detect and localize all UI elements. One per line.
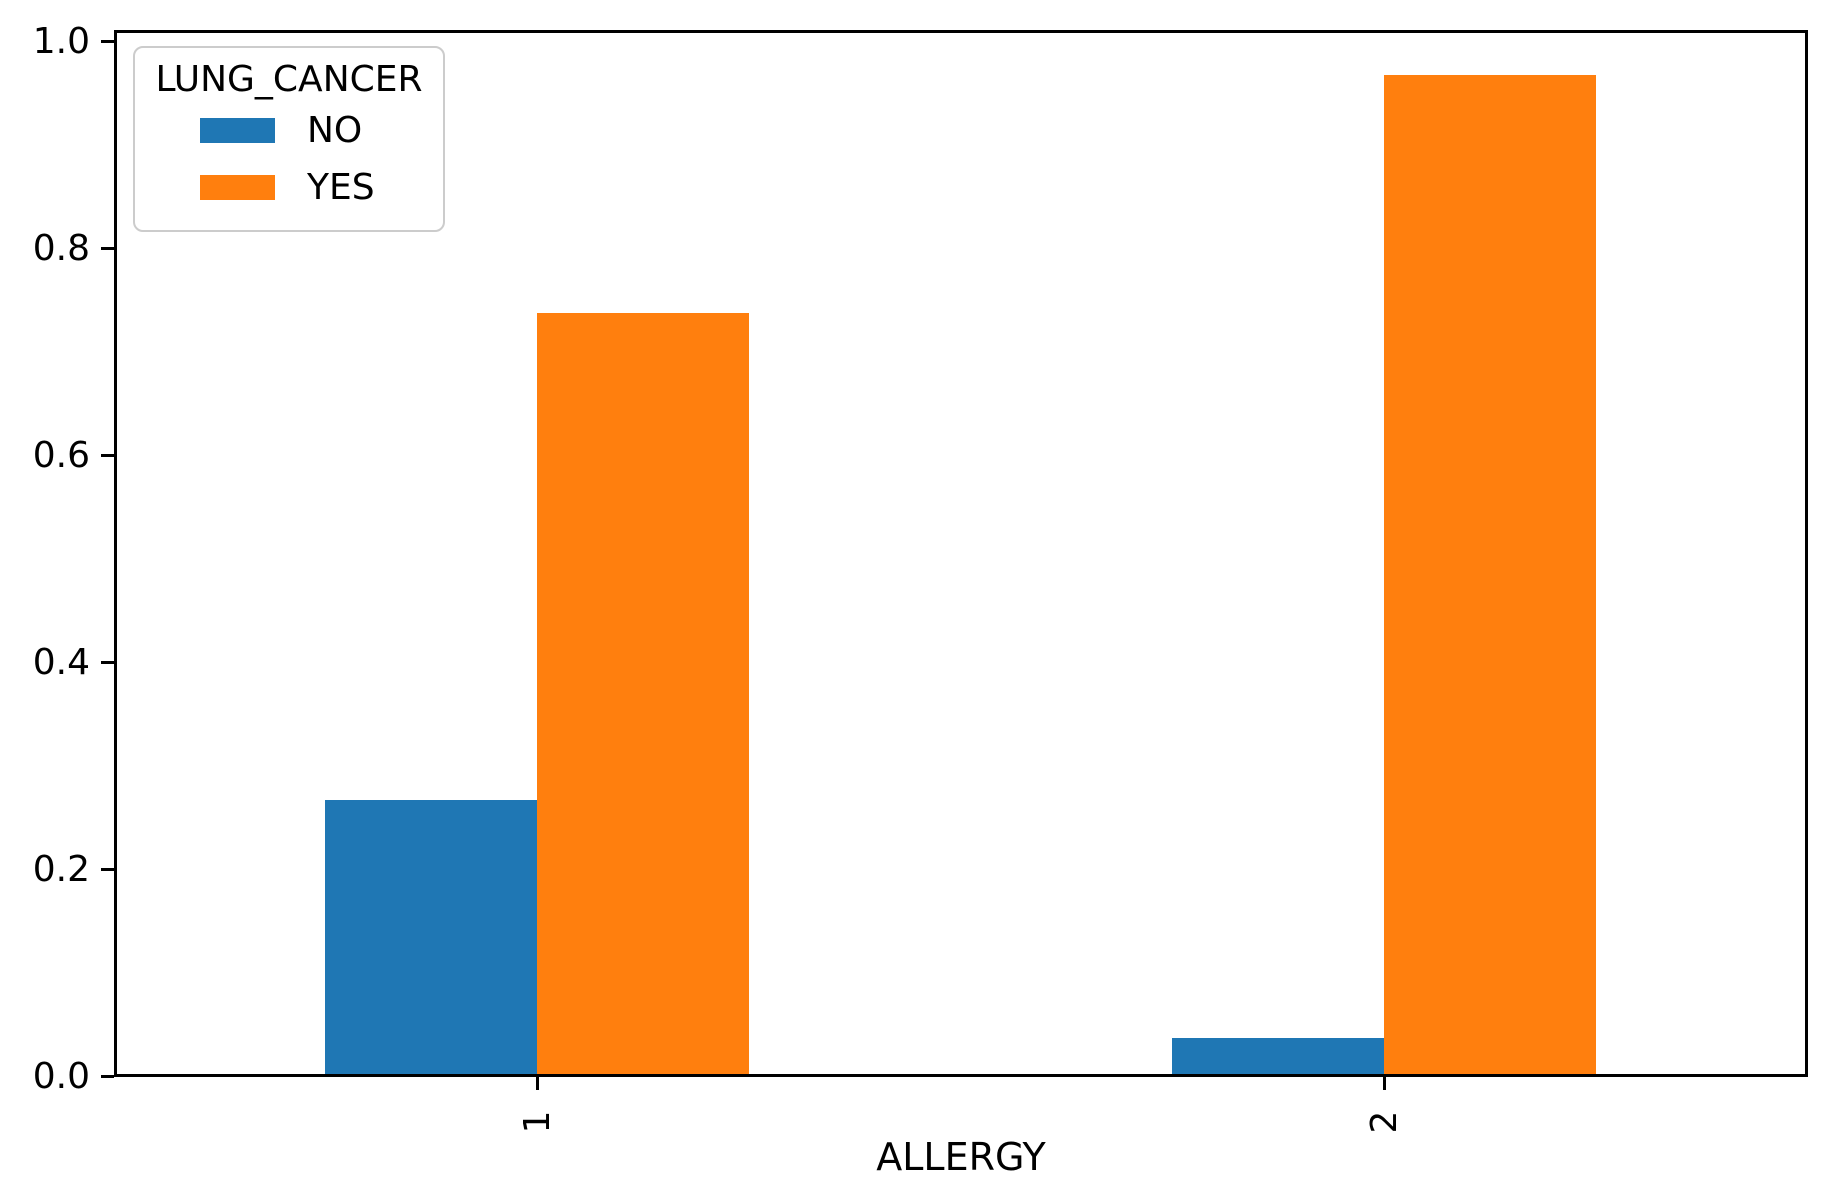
legend-swatch-yes-icon: [200, 175, 275, 200]
y-tick-label: 0.4: [32, 642, 90, 683]
x-tick-mark: [1383, 1077, 1386, 1090]
x-tick-label-2: 2: [1363, 1110, 1405, 1134]
y-tick-mark: [101, 454, 114, 457]
legend-swatch-no-icon: [200, 118, 275, 143]
y-tick-mark: [101, 661, 114, 664]
y-tick-label: 0.2: [32, 849, 90, 890]
bar-2-yes: [1384, 75, 1596, 1074]
legend-label-yes: YES: [307, 166, 375, 208]
y-tick-mark: [101, 40, 114, 43]
legend-item-yes: YES: [135, 159, 443, 216]
y-tick-label: 0.6: [32, 435, 90, 476]
bar-1-yes: [537, 313, 749, 1074]
legend-item-no: NO: [135, 102, 443, 159]
legend-label-no: NO: [307, 109, 363, 151]
y-tick-label: 0.8: [32, 228, 90, 269]
y-tick-label: 1.0: [32, 21, 90, 62]
x-axis-label: ALLERGY: [876, 1135, 1046, 1179]
y-tick-label: 0.0: [32, 1056, 90, 1097]
legend: LUNG_CANCER NO YES: [133, 46, 445, 232]
plot-area: [114, 30, 1808, 1077]
x-tick-mark: [536, 1077, 539, 1090]
legend-title: LUNG_CANCER: [155, 59, 423, 100]
x-tick-label-1: 1: [516, 1110, 558, 1134]
bar-2-no: [1172, 1038, 1384, 1074]
y-tick-mark: [101, 1075, 114, 1078]
y-tick-mark: [101, 868, 114, 871]
bar-1-no: [325, 800, 537, 1074]
y-tick-mark: [101, 247, 114, 250]
